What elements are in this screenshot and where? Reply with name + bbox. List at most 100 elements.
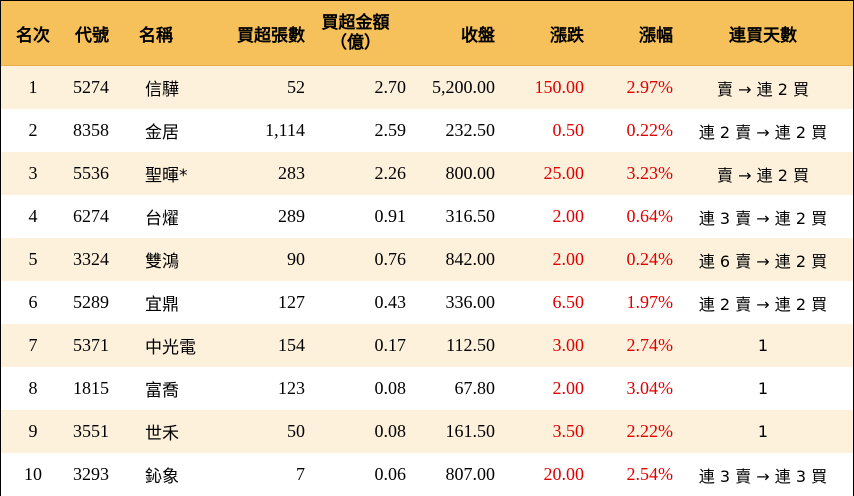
cell-close: 800.00 [445, 163, 496, 183]
cell-code: 3293 [73, 464, 109, 484]
cell-code: 6274 [73, 206, 109, 226]
cell-net-amount: 0.17 [374, 335, 407, 355]
cell-code: 5274 [73, 77, 109, 97]
cell-code: 8358 [73, 120, 109, 140]
table-row: 10 3293 鈊象 7 0.06 807.00 20.00 2.54% 連 3 賣 → 連 3… [1, 453, 853, 496]
cell-net-lots: 123 [278, 378, 305, 398]
cell-change: 0.50 [552, 120, 585, 140]
cell-streak: 連 6 賣 → 連 2 買 [698, 251, 828, 271]
cell-change-pct: 2.54% [626, 464, 674, 484]
cell-name: 富喬 [145, 381, 179, 401]
cell-code: 5371 [73, 335, 109, 355]
cell-close: 336.00 [445, 292, 496, 312]
cell-name: 台燿 [145, 209, 179, 229]
cell-name: 中光電 [145, 338, 196, 358]
cell-net-amount: 0.43 [374, 292, 407, 312]
header-change-pct: 漲幅 [639, 25, 673, 46]
header-net-amount-line2: （億） [330, 33, 381, 53]
cell-name: 鈊象 [145, 467, 179, 487]
header-change: 漲跌 [550, 25, 584, 46]
cell-rank: 1 [28, 77, 38, 97]
cell-close: 161.50 [445, 421, 496, 441]
table-row: 1 5274 信驊 52 2.70 5,200.00 150.00 2.97% 賣 → 連 2 … [1, 66, 853, 109]
cell-net-amount: 0.91 [374, 206, 407, 226]
table-row: 9 3551 世禾 50 0.08 161.50 3.50 2.22% 1 [1, 410, 853, 453]
header-streak: 連買天數 [729, 25, 797, 46]
cell-change: 6.50 [552, 292, 585, 312]
cell-net-lots: 90 [287, 249, 305, 269]
cell-net-amount: 0.06 [374, 464, 407, 484]
cell-close: 842.00 [445, 249, 496, 269]
cell-change: 20.00 [543, 464, 585, 484]
cell-change-pct: 0.24% [626, 249, 674, 269]
header-close: 收盤 [461, 25, 495, 46]
cell-change-pct: 1.97% [626, 292, 674, 312]
cell-name: 雙鴻 [145, 252, 179, 272]
header-net-amount: 買超金額 （億） [305, 13, 406, 53]
cell-name: 世禾 [145, 424, 179, 444]
cell-name: 信驊 [145, 80, 179, 100]
cell-name: 宜鼎 [145, 295, 179, 315]
cell-rank: 9 [28, 421, 38, 441]
cell-name: 聖暉* [145, 166, 188, 186]
cell-code: 5536 [73, 163, 109, 183]
cell-change-pct: 2.22% [626, 421, 674, 441]
cell-streak: 1 [757, 422, 769, 441]
header-name: 名稱 [139, 25, 173, 46]
cell-change: 3.00 [552, 335, 585, 355]
table-row: 3 5536 聖暉* 283 2.26 800.00 25.00 3.23% 賣 → 連 2 買 [1, 152, 853, 195]
cell-code: 3324 [73, 249, 109, 269]
cell-net-lots: 127 [278, 292, 305, 312]
cell-close: 5,200.00 [432, 77, 495, 97]
cell-change: 2.00 [552, 206, 585, 226]
cell-net-amount: 0.08 [374, 378, 407, 398]
cell-streak: 連 3 賣 → 連 3 買 [698, 466, 828, 486]
cell-change-pct: 2.97% [626, 77, 674, 97]
cell-close: 232.50 [445, 120, 496, 140]
cell-rank: 5 [28, 249, 38, 269]
cell-change-pct: 0.64% [626, 206, 674, 226]
cell-rank: 2 [28, 120, 38, 140]
cell-code: 1815 [73, 378, 109, 398]
cell-net-lots: 52 [287, 77, 305, 97]
cell-rank: 3 [28, 163, 38, 183]
table-header: 名次 代號 名稱 買超張數 買超金額 （億） 收盤 漲跌 漲幅 連買天數 [1, 1, 853, 66]
cell-net-amount: 2.59 [374, 120, 407, 140]
header-rank: 名次 [16, 25, 50, 46]
cell-change: 2.00 [552, 249, 585, 269]
cell-streak: 連 3 賣 → 連 2 買 [698, 208, 828, 228]
cell-change-pct: 0.22% [626, 120, 674, 140]
cell-streak: 1 [757, 379, 769, 398]
cell-net-amount: 0.08 [374, 421, 407, 441]
cell-rank: 4 [28, 206, 38, 226]
cell-name: 金居 [145, 123, 179, 143]
table-body: 1 5274 信驊 52 2.70 5,200.00 150.00 2.97% 賣 → 連 2 … [1, 66, 853, 496]
table-row: 7 5371 中光電 154 0.17 112.50 3.00 2.74% 1 [1, 324, 853, 367]
cell-change-pct: 3.04% [626, 378, 674, 398]
cell-streak: 連 2 賣 → 連 2 買 [698, 294, 828, 314]
cell-streak: 1 [757, 336, 769, 355]
cell-net-lots: 289 [278, 206, 305, 226]
cell-close: 112.50 [446, 335, 495, 355]
cell-change: 150.00 [534, 77, 585, 97]
cell-rank: 6 [28, 292, 38, 312]
cell-change: 3.50 [552, 421, 585, 441]
cell-close: 67.80 [454, 378, 496, 398]
cell-change-pct: 2.74% [626, 335, 674, 355]
cell-rank: 7 [28, 335, 38, 355]
header-code: 代號 [75, 25, 109, 46]
cell-code: 3551 [73, 421, 109, 441]
table-row: 2 8358 金居 1,114 2.59 232.50 0.50 0.22% 連 2 賣 → 連… [1, 109, 853, 152]
cell-streak: 賣 → 連 2 買 [717, 79, 809, 99]
table-row: 6 5289 宜鼎 127 0.43 336.00 6.50 1.97% 連 2 賣 → 連 2… [1, 281, 853, 324]
cell-net-amount: 2.26 [374, 163, 407, 183]
table-row: 4 6274 台燿 289 0.91 316.50 2.00 0.64% 連 3 賣 → 連 2… [1, 195, 853, 238]
cell-rank: 8 [28, 378, 38, 398]
header-net-lots: 買超張數 [237, 25, 305, 46]
cell-net-amount: 2.70 [374, 77, 407, 97]
cell-net-lots: 283 [278, 163, 305, 183]
cell-streak: 連 2 賣 → 連 2 買 [698, 122, 828, 142]
cell-close: 807.00 [445, 464, 496, 484]
table-row: 8 1815 富喬 123 0.08 67.80 2.00 3.04% 1 [1, 367, 853, 410]
